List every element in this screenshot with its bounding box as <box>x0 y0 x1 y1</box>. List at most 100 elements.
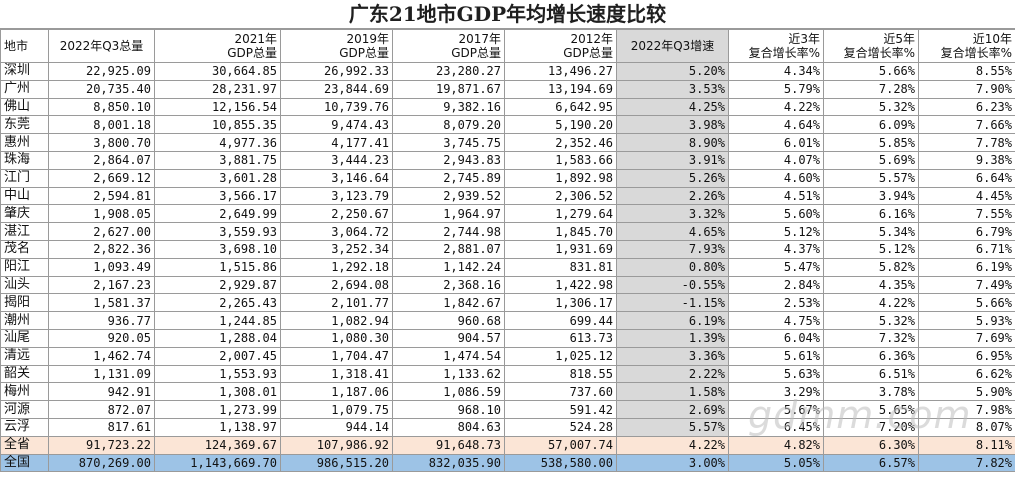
cell-q3-2022: 1,131.09 <box>48 364 155 384</box>
cell-growth-q3: 3.36% <box>616 346 729 366</box>
cell-gdp-2012: 1,422.98 <box>504 275 617 295</box>
cell-gdp-2021: 2,929.87 <box>154 275 281 295</box>
cell-q3-2022: 8,001.18 <box>48 115 155 135</box>
cell-q3-2022: 2,669.12 <box>48 168 155 188</box>
cell-gdp-2019: 1,318.41 <box>280 364 393 384</box>
cell-cagr10: 7.66% <box>918 115 1015 135</box>
gdp-table: 地市 2022年Q3总量 2021年 GDP总量 2019年 GDP总量 2017年… <box>0 29 1015 473</box>
cell-gdp-2017: 2,744.98 <box>392 222 505 241</box>
cell-city: 惠州 <box>0 133 49 152</box>
table-row: 云浮 817.61 1,138.97 944.14 804.63 524.28 5.57% 6… <box>0 417 1015 437</box>
cell-gdp-2012: 538,580.00 <box>504 453 617 473</box>
cell-growth-q3: 4.25% <box>616 97 729 117</box>
cell-q3-2022: 1,908.05 <box>48 204 155 224</box>
cell-cagr10: 7.82% <box>918 453 1015 473</box>
cell-gdp-2017: 1,133.62 <box>392 364 505 384</box>
table-row: 珠海 2,864.07 3,881.75 3,444.23 2,943.83 1,583.… <box>0 150 1015 170</box>
cell-cagr5: 3.78% <box>823 382 919 402</box>
cell-gdp-2019: 107,986.92 <box>280 435 393 455</box>
cell-cagr3: 4.07% <box>728 150 824 170</box>
cell-gdp-2021: 1,244.85 <box>154 311 281 330</box>
cell-gdp-2017: 19,871.67 <box>392 79 505 99</box>
cell-gdp-2019: 10,739.76 <box>280 97 393 117</box>
cell-gdp-2019: 3,146.64 <box>280 168 393 188</box>
cell-q3-2022: 920.05 <box>48 328 155 348</box>
cell-cagr10: 8.11% <box>918 435 1015 455</box>
cell-gdp-2012: 831.81 <box>504 257 617 277</box>
cell-cagr3: 5.61% <box>728 346 824 366</box>
cell-q3-2022: 8,850.10 <box>48 97 155 117</box>
cell-cagr3: 4.82% <box>728 435 824 455</box>
cell-cagr3: 2.53% <box>728 293 824 313</box>
cell-q3-2022: 2,627.00 <box>48 222 155 241</box>
cell-cagr5: 5.82% <box>823 257 919 277</box>
cell-gdp-2017: 904.57 <box>392 328 505 348</box>
table-row: 深圳 22,925.09 30,664.85 26,992.33 23,280.27 13… <box>0 62 1015 81</box>
cell-gdp-2019: 944.14 <box>280 417 393 437</box>
cell-gdp-2017: 2,368.16 <box>392 275 505 295</box>
cell-cagr5: 5.57% <box>823 168 919 188</box>
table-row: 东莞 8,001.18 10,855.35 9,474.43 8,079.20 5,190… <box>0 115 1015 135</box>
cell-city: 东莞 <box>0 115 49 135</box>
cell-cagr5: 7.28% <box>823 79 919 99</box>
cell-cagr10: 6.95% <box>918 346 1015 366</box>
cell-q3-2022: 870,269.00 <box>48 453 155 473</box>
cell-cagr5: 7.32% <box>823 328 919 348</box>
cell-gdp-2021: 2,007.45 <box>154 346 281 366</box>
cell-gdp-2019: 2,250.67 <box>280 204 393 224</box>
cell-gdp-2017: 1,842.67 <box>392 293 505 313</box>
cell-growth-q3: 7.93% <box>616 239 729 259</box>
cell-q3-2022: 872.07 <box>48 400 155 419</box>
cell-cagr5: 5.32% <box>823 97 919 117</box>
cell-cagr10: 5.93% <box>918 311 1015 330</box>
cell-cagr3: 2.84% <box>728 275 824 295</box>
cell-cagr10: 7.55% <box>918 204 1015 224</box>
cell-cagr3: 6.45% <box>728 417 824 437</box>
cell-cagr10: 7.90% <box>918 79 1015 99</box>
cell-cagr10: 5.90% <box>918 382 1015 402</box>
cell-gdp-2017: 3,745.75 <box>392 133 505 152</box>
cell-cagr10: 6.64% <box>918 168 1015 188</box>
cell-cagr3: 4.60% <box>728 168 824 188</box>
cell-cagr10: 8.07% <box>918 417 1015 437</box>
cell-q3-2022: 1,093.49 <box>48 257 155 277</box>
cell-gdp-2017: 804.63 <box>392 417 505 437</box>
cell-city: 韶关 <box>0 364 49 384</box>
cell-gdp-2021: 3,601.28 <box>154 168 281 188</box>
cell-growth-q3: 8.90% <box>616 133 729 152</box>
cell-q3-2022: 1,462.74 <box>48 346 155 366</box>
table-row: 茂名 2,822.36 3,698.10 3,252.34 2,881.07 1,931.… <box>0 239 1015 259</box>
cell-gdp-2021: 4,977.36 <box>154 133 281 152</box>
cell-gdp-2017: 9,382.16 <box>392 97 505 117</box>
cell-city: 全省 <box>0 435 49 455</box>
header-cagr3: 近3年 复合增长率% <box>728 29 824 63</box>
cell-cagr3: 6.01% <box>728 133 824 152</box>
cell-gdp-2021: 10,855.35 <box>154 115 281 135</box>
page-title: 广东21地市GDP年均增长速度比较 <box>0 0 1015 29</box>
cell-gdp-2012: 1,892.98 <box>504 168 617 188</box>
cell-growth-q3: 3.00% <box>616 453 729 473</box>
cell-gdp-2017: 2,745.89 <box>392 168 505 188</box>
cell-gdp-2012: 699.44 <box>504 311 617 330</box>
cell-gdp-2017: 23,280.27 <box>392 62 505 81</box>
cell-cagr5: 5.85% <box>823 133 919 152</box>
cell-cagr3: 3.29% <box>728 382 824 402</box>
cell-cagr10: 7.78% <box>918 133 1015 152</box>
cell-q3-2022: 2,594.81 <box>48 186 155 206</box>
cell-gdp-2012: 1,306.17 <box>504 293 617 313</box>
cell-gdp-2017: 2,881.07 <box>392 239 505 259</box>
cell-gdp-2019: 1,080.30 <box>280 328 393 348</box>
cell-cagr5: 5.32% <box>823 311 919 330</box>
cell-city: 深圳 <box>0 62 49 81</box>
cell-gdp-2021: 2,265.43 <box>154 293 281 313</box>
cell-cagr3: 5.67% <box>728 400 824 419</box>
cell-city: 梅州 <box>0 382 49 402</box>
cell-gdp-2021: 1,143,669.70 <box>154 453 281 473</box>
table-row: 广州 20,735.40 28,231.97 23,844.69 19,871.67 13… <box>0 79 1015 99</box>
cell-gdp-2012: 2,306.52 <box>504 186 617 206</box>
table-row: 肇庆 1,908.05 2,649.99 2,250.67 1,964.97 1,279.… <box>0 204 1015 224</box>
cell-cagr5: 6.30% <box>823 435 919 455</box>
cell-q3-2022: 817.61 <box>48 417 155 437</box>
cell-cagr10: 8.55% <box>918 62 1015 81</box>
cell-gdp-2019: 3,123.79 <box>280 186 393 206</box>
